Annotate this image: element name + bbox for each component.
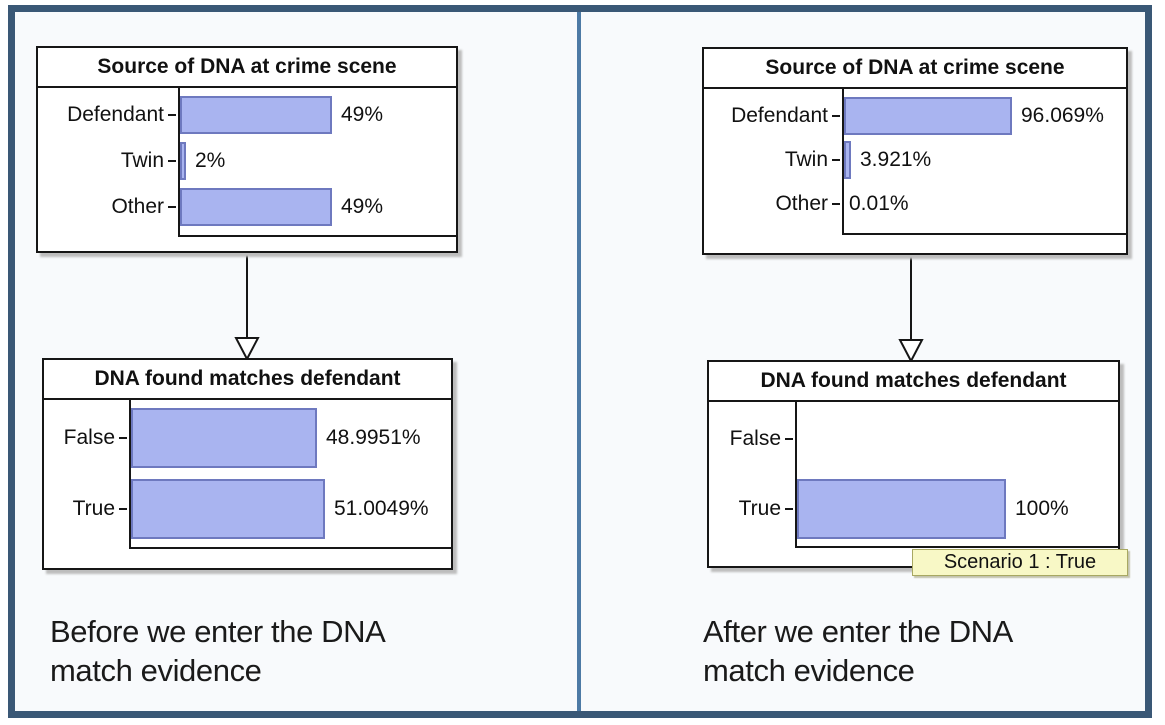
probability-value: 49% [341, 103, 384, 126]
before-caption: Before we enter the DNA match evidence [50, 612, 490, 690]
arrow-after [898, 254, 924, 364]
state-row: True 100% [709, 474, 1118, 544]
probability-bar [844, 141, 851, 179]
axis-tick [832, 115, 840, 117]
probability-bar [131, 407, 317, 468]
arrow-before [234, 252, 260, 362]
after-caption-line1: After we enter the DNA [703, 614, 1013, 649]
y-axis-line [178, 88, 180, 237]
probability-chart: False 48.9951% True 51.0049% [44, 400, 451, 549]
after-caption-line2: match evidence [703, 653, 915, 688]
state-row: Other 49% [38, 184, 456, 230]
y-axis-line [842, 89, 844, 235]
node-source-of-dna-before[interactable]: Source of DNA at crime scene Defendant 49… [36, 46, 458, 253]
axis-tick [168, 160, 176, 162]
state-label: Defendant [731, 104, 828, 127]
state-label: True [738, 497, 781, 520]
x-axis-line [842, 233, 1126, 235]
probability-value: 0.01% [849, 192, 909, 215]
axis-tick [785, 508, 793, 510]
probability-value: 49% [341, 195, 384, 218]
node-dna-match-before[interactable]: DNA found matches defendant False 48.9951… [42, 358, 453, 570]
after-caption: After we enter the DNA match evidence [703, 612, 1143, 690]
before-caption-line1: Before we enter the DNA [50, 614, 386, 649]
axis-tick [168, 206, 176, 208]
node-title: Source of DNA at crime scene [704, 49, 1126, 89]
probability-bar [180, 96, 332, 134]
probability-bar [797, 479, 1006, 539]
panel-divider [577, 12, 581, 711]
probability-value: 51.0049% [334, 496, 429, 520]
scenario-observation-tag[interactable]: Scenario 1 : True [912, 549, 1128, 576]
axis-tick [119, 436, 127, 439]
state-label: Twin [120, 149, 164, 172]
x-axis-line [129, 547, 451, 549]
state-row: Twin 2% [38, 138, 456, 184]
node-title: Source of DNA at crime scene [38, 48, 456, 88]
x-axis-line [795, 546, 1118, 548]
state-label: Other [775, 192, 828, 215]
node-dna-match-after[interactable]: DNA found matches defendant False True 100… [707, 360, 1120, 568]
state-label: Other [111, 195, 164, 218]
state-row: Defendant 49% [38, 92, 456, 138]
state-row: Defendant 96.069% [704, 94, 1126, 138]
state-label: Twin [784, 148, 828, 171]
state-label: True [72, 496, 115, 520]
probability-chart: Defendant 49% Twin 2% Other 49% [38, 88, 456, 237]
state-row: False 48.9951% [44, 402, 451, 473]
axis-tick [832, 159, 840, 161]
probability-value: 48.9951% [326, 425, 421, 449]
axis-tick [832, 203, 840, 205]
state-row: False [709, 404, 1118, 474]
y-axis-line [795, 402, 797, 548]
probability-bar [180, 188, 332, 226]
axis-tick [785, 438, 793, 440]
state-row: Twin 3.921% [704, 138, 1126, 182]
state-row: True 51.0049% [44, 473, 451, 544]
state-label: False [63, 425, 115, 449]
axis-tick [168, 114, 176, 116]
x-axis-line [178, 235, 456, 237]
probability-bar [844, 97, 1012, 135]
probability-value: 3.921% [860, 148, 932, 171]
state-row: Other 0.01% [704, 182, 1126, 226]
probability-value: 96.069% [1021, 104, 1104, 127]
probability-bar [180, 142, 186, 180]
probability-bar [131, 478, 325, 539]
axis-tick [119, 507, 127, 510]
node-title: DNA found matches defendant [44, 360, 451, 400]
probability-value: 100% [1015, 497, 1069, 520]
node-title: DNA found matches defendant [709, 362, 1118, 402]
probability-chart: False True 100% [709, 402, 1118, 548]
node-source-of-dna-after[interactable]: Source of DNA at crime scene Defendant 96… [702, 47, 1128, 255]
before-caption-line2: match evidence [50, 653, 262, 688]
probability-value: 2% [195, 149, 226, 172]
state-label: Defendant [67, 103, 164, 126]
probability-chart: Defendant 96.069% Twin 3.921% Other 0.01% [704, 89, 1126, 235]
y-axis-line [129, 400, 131, 549]
state-label: False [729, 427, 781, 450]
